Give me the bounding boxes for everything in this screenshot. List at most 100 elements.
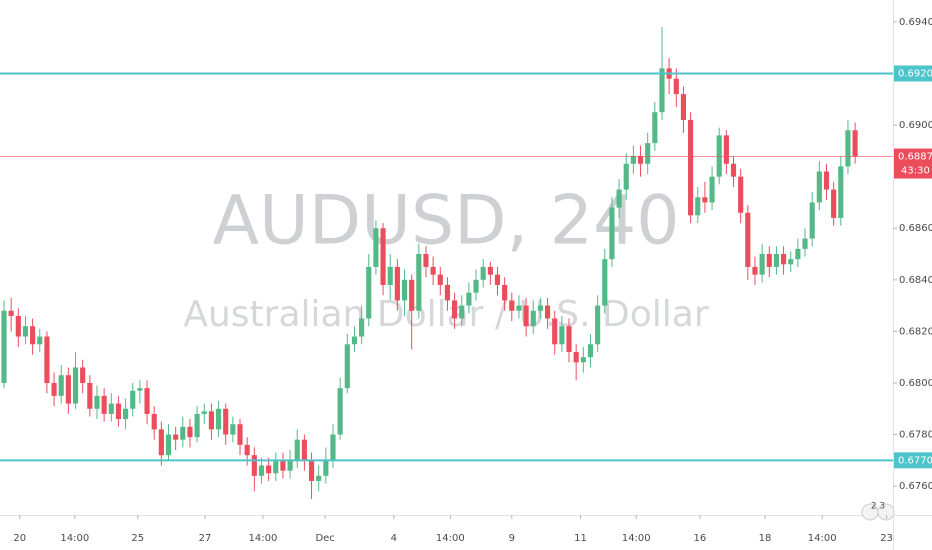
candle-body [201, 411, 207, 414]
candle-body [809, 202, 815, 239]
candle-body [738, 176, 744, 213]
level-label-bg [894, 65, 932, 82]
candle-body [208, 411, 214, 430]
candle-body [273, 460, 279, 474]
candle-body [630, 156, 636, 164]
candle-body [530, 310, 536, 327]
candle-body [430, 266, 436, 275]
candle-body [823, 171, 830, 190]
x-tick-label: 14:00 [436, 533, 465, 544]
x-tick-label: Dec [315, 533, 334, 544]
candle-body [723, 135, 729, 164]
candle-body [266, 465, 272, 474]
candle-body [459, 305, 465, 319]
candle-body [602, 259, 608, 306]
candle-body [502, 284, 508, 301]
candle-body [566, 326, 572, 353]
candle-body [516, 305, 522, 311]
candle-body [165, 434, 172, 456]
candle-body [487, 266, 493, 275]
candle-body [716, 135, 722, 177]
x-tick-label: 14:00 [248, 533, 277, 544]
candle-body [401, 279, 408, 301]
x-tick-label: 16 [694, 533, 707, 544]
candle-body [466, 292, 472, 306]
candle-body [673, 78, 679, 95]
candle-body [359, 318, 365, 337]
candle-body [616, 189, 622, 208]
candle-body [452, 300, 458, 319]
candle-body [437, 274, 443, 285]
candle-body [187, 426, 193, 438]
candle-body [544, 305, 551, 319]
candle-body [695, 197, 701, 216]
countdown-label: 43:30 [901, 166, 930, 177]
candle-body [730, 163, 737, 177]
candle-body [323, 460, 329, 476]
candle-body [759, 254, 765, 275]
candle-body [351, 336, 358, 345]
candle-body [287, 460, 293, 471]
candle-body [537, 305, 543, 311]
candle-body [494, 274, 501, 285]
candle-body [688, 119, 694, 216]
candle-body [816, 171, 822, 203]
candle-body [180, 426, 186, 440]
candle-body [802, 238, 808, 249]
candle-body [137, 388, 143, 391]
candle-body [773, 254, 779, 267]
candle-body [244, 444, 250, 456]
candle-body [559, 326, 565, 345]
candle-body [387, 266, 393, 285]
candle-body [108, 403, 114, 414]
candle-body [215, 408, 222, 430]
candle-body [552, 318, 558, 345]
candle-body [680, 94, 687, 120]
event-badge: 2 3 [861, 502, 895, 521]
candle-body [87, 382, 93, 409]
candle-body [595, 305, 601, 345]
candle-body [845, 130, 851, 167]
x-tick-label: 20 [13, 533, 26, 544]
candle-body [587, 344, 594, 358]
candle-body [251, 455, 257, 476]
candle-body [702, 197, 708, 203]
candle-body [130, 390, 136, 409]
candle-body [1, 310, 7, 383]
badge-text: 2 3 [871, 502, 885, 512]
candle-body [344, 344, 350, 389]
candle-body [409, 279, 415, 311]
candle-body [223, 408, 229, 435]
watermark-title: AUDUSD, 240 [213, 182, 680, 261]
candle-body [380, 228, 386, 285]
last-price-label: 0.68878 [898, 152, 932, 163]
candle-body [280, 460, 286, 471]
x-tick-label: 14:00 [622, 533, 651, 544]
last-price-bg [894, 148, 932, 179]
watermark-subtitle: Australian Dollar / U.S. Dollar [183, 294, 708, 335]
candle-body [623, 163, 629, 190]
candle-body [766, 254, 772, 267]
candle-body [301, 439, 307, 461]
candle-body [173, 434, 179, 440]
candle-body [258, 465, 265, 476]
candle-body [509, 300, 515, 311]
candle-body [423, 254, 429, 267]
candle-body [416, 254, 422, 311]
candle-body [659, 68, 665, 113]
candle-body [37, 336, 43, 345]
candle-body [115, 403, 122, 420]
candle-body [745, 212, 751, 267]
candle-body [444, 284, 451, 301]
candle-body [480, 266, 486, 280]
candle-body [473, 279, 479, 293]
candle-body [394, 266, 400, 301]
